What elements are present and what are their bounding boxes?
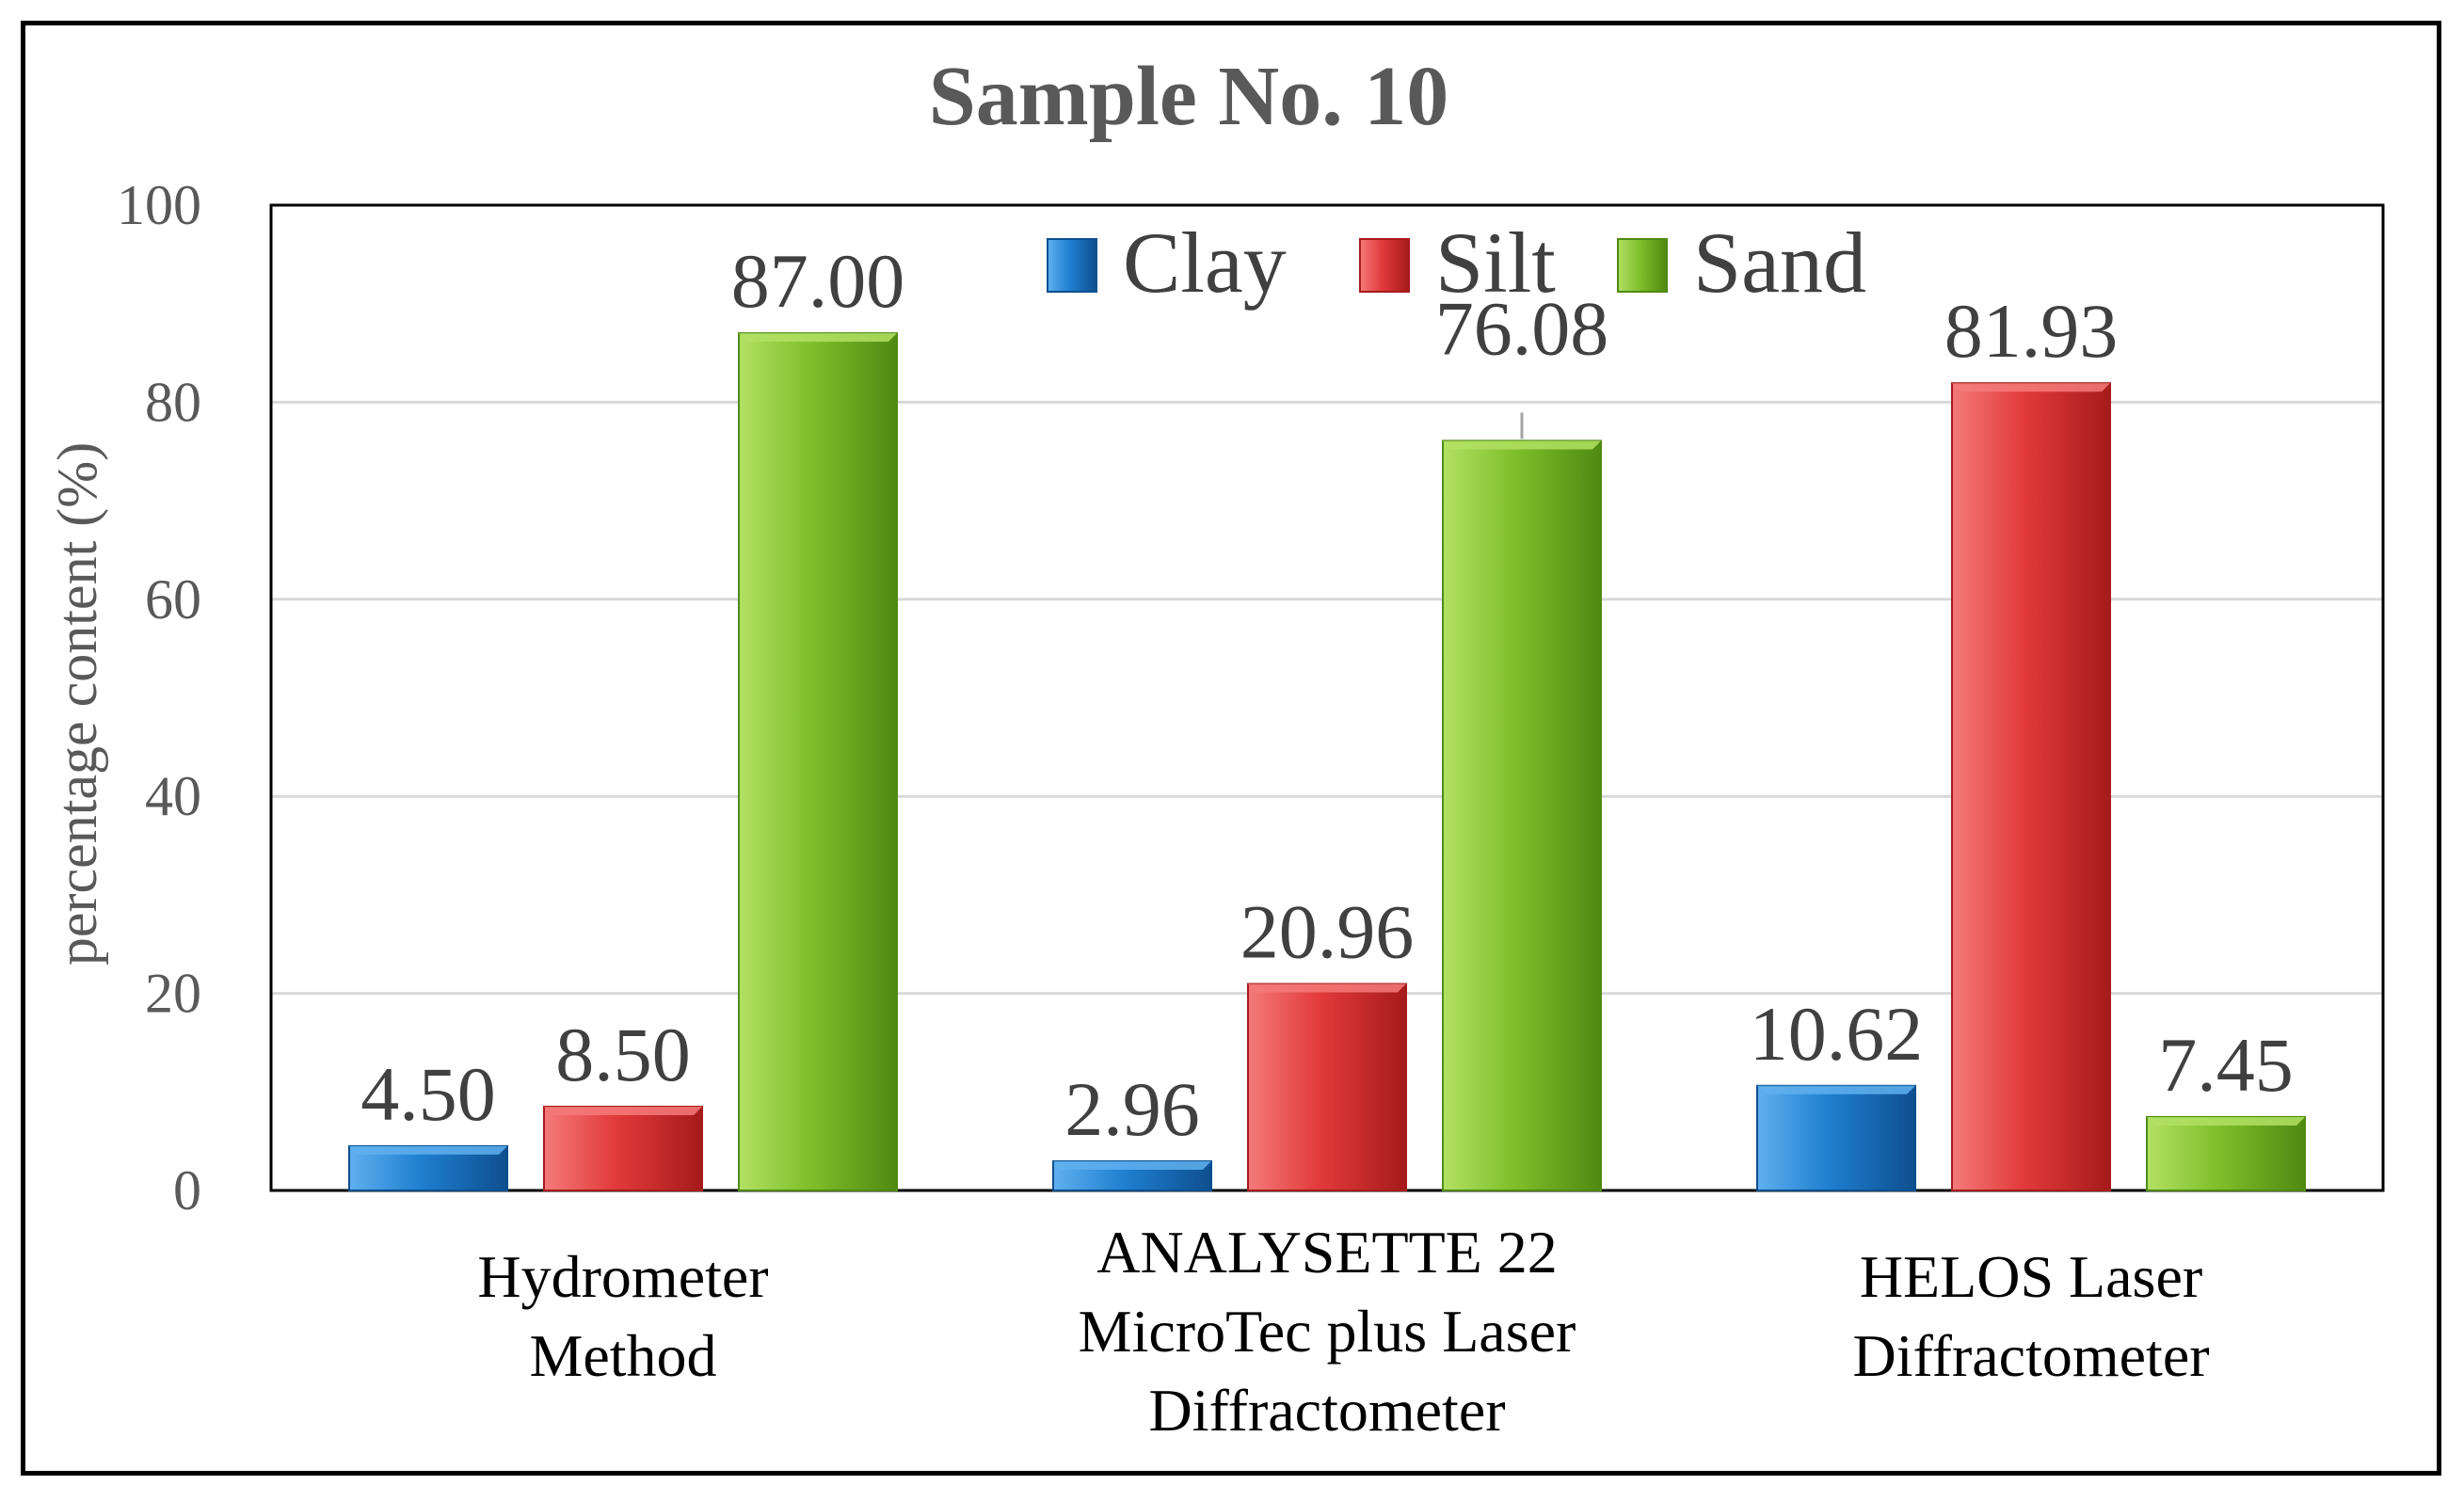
x-tick-label: HELOS Laser (1860, 1243, 2202, 1310)
chart-title: Sample No. 10 (929, 50, 1449, 143)
legend-item-silt: Silt (1359, 215, 1556, 311)
x-axis: Hydrometer Method ANALYSETTE 22 MicroTec pl… (477, 1219, 2209, 1444)
legend-swatch (1047, 238, 1097, 293)
legend-label: Clay (1123, 215, 1287, 311)
data-label: 81.93 (1944, 288, 2119, 374)
x-tick-label: Method (529, 1322, 716, 1389)
y-tick-label: 80 (145, 371, 201, 433)
bar-bevel (1248, 983, 1406, 993)
y-tick-label: 100 (117, 174, 201, 236)
legend-item-clay: Clay (1047, 215, 1287, 311)
bar-body (2146, 1115, 2306, 1192)
y-tick-label: 60 (145, 568, 201, 631)
bar-bevel (544, 1107, 702, 1116)
y-tick-label: 40 (145, 765, 201, 827)
legend-item-sand: Sand (1617, 215, 1866, 311)
bar-body (543, 1106, 703, 1192)
bar-clay (348, 1144, 508, 1192)
legend-swatch (1617, 238, 1668, 293)
bar-silt (1247, 982, 1407, 1192)
bar-bevel (1053, 1161, 1211, 1171)
bar-body (1756, 1084, 1916, 1191)
data-label: 10.62 (1750, 991, 1924, 1077)
y-axis-label: percentage content (%) (46, 442, 108, 966)
legend-label: Silt (1435, 215, 1556, 311)
bars (348, 332, 2306, 1192)
bar-body (1951, 382, 2111, 1192)
x-tick-label: MicroTec plus Laser (1079, 1298, 1576, 1365)
legend-swatch (1359, 238, 1410, 293)
data-label: 76.08 (1435, 285, 1609, 371)
data-label: 8.50 (555, 1012, 691, 1097)
data-label: 20.96 (1240, 889, 1415, 975)
bar-bevel (739, 333, 897, 343)
y-tick-label: 20 (145, 963, 201, 1025)
data-label: 7.45 (2158, 1022, 2294, 1108)
data-labels: 4.50 8.50 87.00 2.96 20.96 76.08 10.62 81.93 7.4… (360, 238, 2294, 1152)
x-tick-label: Diffractometer (1852, 1322, 2209, 1389)
bar-silt (543, 1106, 703, 1192)
data-label: 2.96 (1064, 1066, 1200, 1152)
data-label: 87.00 (731, 238, 905, 324)
y-axis: 0 20 40 60 80 100 (117, 174, 201, 1222)
bar-body (1442, 439, 1602, 1192)
bar-sand (2146, 1115, 2306, 1192)
bar-bevel (349, 1145, 507, 1155)
x-tick-label: Hydrometer (477, 1243, 768, 1310)
legend: Clay Silt Sand (1047, 215, 1866, 311)
bar-bevel (2147, 1116, 2305, 1126)
bar-body (1247, 982, 1407, 1192)
bar-sand (1442, 439, 1602, 1192)
bar-bevel (1952, 383, 2110, 392)
data-label: 4.50 (360, 1051, 496, 1137)
x-tick-label: Diffractometer (1148, 1377, 1505, 1444)
bar-silt (1951, 382, 2111, 1192)
bar-body (738, 332, 898, 1191)
bar-bevel (1443, 440, 1601, 450)
x-tick-label: ANALYSETTE 22 (1096, 1219, 1558, 1285)
bar-clay (1052, 1160, 1212, 1191)
bar-bevel (1757, 1085, 1915, 1094)
y-tick-label: 0 (173, 1159, 201, 1222)
legend-label: Sand (1693, 215, 1866, 311)
bar-sand (738, 332, 898, 1191)
bar-clay (1756, 1084, 1916, 1191)
